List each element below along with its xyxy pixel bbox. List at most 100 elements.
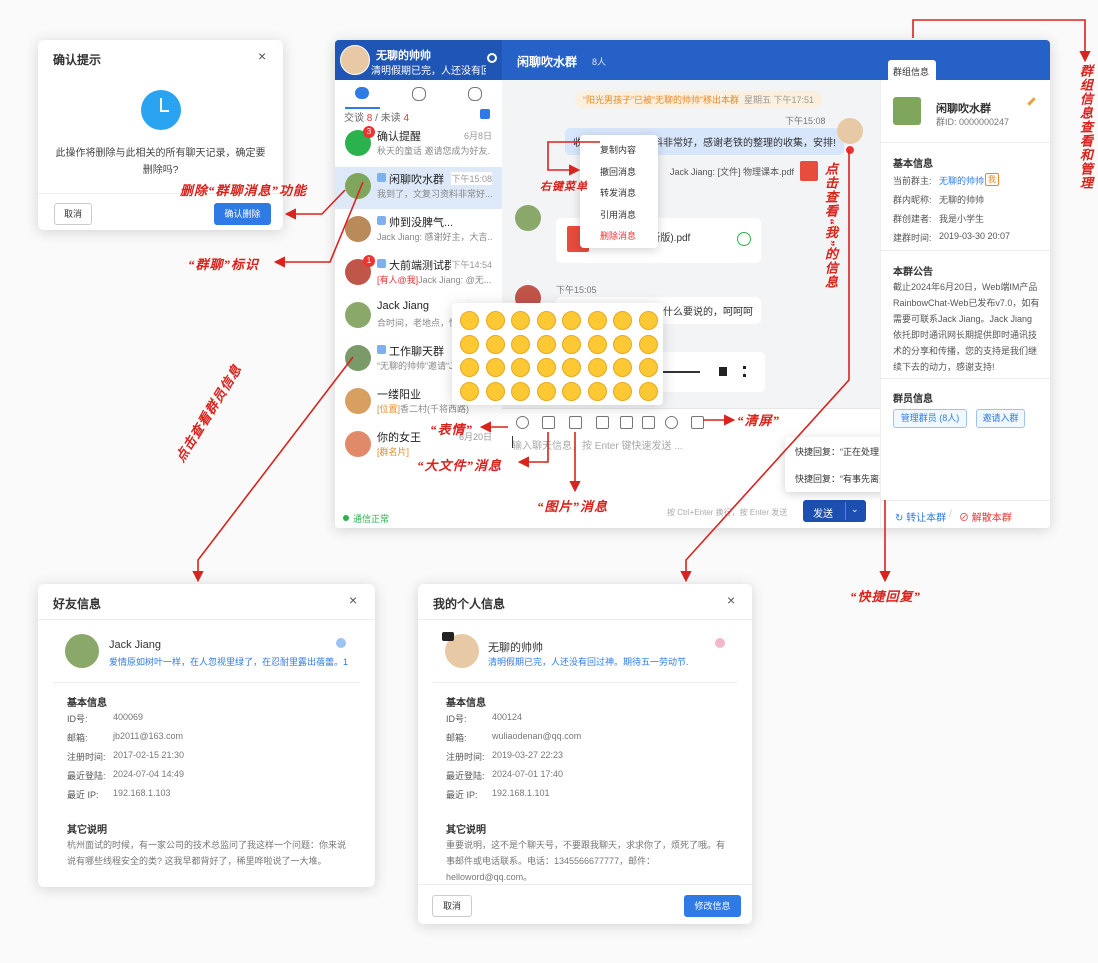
emoji[interactable] <box>613 334 632 354</box>
emoji[interactable] <box>638 311 658 330</box>
conversation-name: 大前端测试群 <box>389 260 455 272</box>
shape <box>680 150 850 583</box>
emoji[interactable] <box>536 381 556 401</box>
close-icon[interactable]: × <box>349 592 358 608</box>
add-icon[interactable] <box>480 109 490 119</box>
dismiss-link[interactable]: ⊘ 解散本群 <box>959 513 1012 524</box>
emoji[interactable] <box>485 358 505 377</box>
friend-avatar[interactable] <box>515 205 541 231</box>
emoji[interactable] <box>511 334 530 354</box>
cancel-button[interactable]: 取消 <box>432 895 472 917</box>
conversation-preview: 合时间，老地点，快... <box>377 316 492 329</box>
other-note: 重要说明，这不是个聊天号，不要跟我聊天，求求你了，烦死了哦。有事邮件或电话联系。… <box>446 840 726 882</box>
separator: / <box>949 509 952 520</box>
invite-button[interactable]: 邀请入群 <box>976 409 1025 428</box>
emoji[interactable] <box>485 334 505 354</box>
camera-icon[interactable] <box>442 632 454 641</box>
dialog-message: 此操作将删除与此相关的所有聊天记录，确定要删除吗? <box>55 148 266 176</box>
chat-tab-icon[interactable] <box>355 87 369 99</box>
my-avatar[interactable] <box>340 45 370 75</box>
group-avatar <box>893 97 921 125</box>
groups-tab-icon[interactable] <box>468 87 482 101</box>
transfer-link[interactable]: ↻ 转让本群 <box>895 513 947 524</box>
emoji[interactable] <box>587 381 607 401</box>
menu-item[interactable]: 撤回消息 <box>600 166 637 177</box>
emoji[interactable] <box>460 311 479 330</box>
toolbar-icon[interactable] <box>516 416 529 429</box>
conversation-time: 下午14:54 <box>451 258 492 271</box>
menu-item[interactable]: 删除消息 <box>600 231 637 241</box>
toolbar-icon[interactable] <box>620 416 633 429</box>
emoji[interactable] <box>485 311 505 330</box>
quick-reply[interactable]: 快捷回复：“正在处理紧急事情” <box>795 447 918 457</box>
confirm-button[interactable]: 确认删除 <box>214 203 271 225</box>
emoji[interactable] <box>638 381 658 401</box>
volume-icon <box>719 367 727 376</box>
toolbar-icon[interactable] <box>542 416 555 429</box>
menu-item[interactable]: 复制内容 <box>600 145 637 155</box>
dialog-title: 我的个人信息 <box>433 597 506 611</box>
contacts-tab-icon[interactable] <box>412 87 426 101</box>
manage-members-button[interactable]: 管理群员 (8人) <box>893 409 967 428</box>
my-avatar[interactable] <box>837 118 863 144</box>
toolbar-icon[interactable] <box>596 416 609 429</box>
toolbar-icon[interactable] <box>569 416 582 429</box>
emoji[interactable] <box>536 358 556 377</box>
quick-reply[interactable]: 快捷回复：“有事先离开一会儿” <box>795 474 918 484</box>
conversation-name: 一缕阳业 <box>377 389 421 401</box>
emoji[interactable] <box>460 381 479 401</box>
settings-icon[interactable] <box>487 53 497 63</box>
send-button[interactable]: 发送 <box>813 509 833 520</box>
info-label: 最近 IP: <box>67 790 99 800</box>
cancel-button[interactable]: 取消 <box>54 203 92 225</box>
info-value: 2019-03-30 20:07 <box>939 231 1011 241</box>
preview-text: Jack Jiang: @无... <box>418 275 492 285</box>
emoji[interactable] <box>485 381 505 401</box>
my-info-dialog: 我的个人信息 × 无聊的帅帅 清明假期已完，人还没有回过神。期待五一劳动节. 基… <box>418 584 752 924</box>
close-icon[interactable]: × <box>727 592 736 608</box>
info-label: 群创建者: <box>893 214 932 224</box>
conversation-name: 帅到没脾气... <box>389 217 454 229</box>
group-icon <box>377 216 386 225</box>
emoji[interactable] <box>536 334 556 354</box>
emoji[interactable] <box>613 358 632 377</box>
group-tab[interactable]: 群组信息 <box>893 67 930 77</box>
emoji[interactable] <box>562 311 581 330</box>
section-title: 基本信息 <box>446 698 486 709</box>
info-label: 当前群主: <box>893 176 932 186</box>
emoji[interactable] <box>460 334 479 354</box>
emoji[interactable] <box>511 381 530 401</box>
emoji[interactable] <box>613 311 632 330</box>
emoji[interactable] <box>536 311 556 330</box>
menu-item[interactable]: 引用消息 <box>600 209 637 220</box>
emoji[interactable] <box>562 358 581 377</box>
annotation: 群组信息查看和管理 <box>1078 64 1093 190</box>
info-value: 无聊的帅帅 <box>939 176 985 186</box>
toolbar-icon[interactable] <box>691 416 704 429</box>
send-button-bg <box>803 500 866 522</box>
input-placeholder[interactable]: 输入聊天信息，按 Enter 键快速发送 ... <box>512 441 683 452</box>
emoji[interactable] <box>638 358 658 377</box>
emoji[interactable] <box>511 311 530 330</box>
emoji[interactable] <box>587 334 607 354</box>
submit-button[interactable]: 修改信息 <box>684 895 741 917</box>
menu-item[interactable]: 转发消息 <box>600 188 637 198</box>
toolbar-icon[interactable] <box>665 416 678 429</box>
toolbar-icon[interactable] <box>642 416 655 429</box>
annotation: 删除“群聊消息”功能 <box>180 183 308 198</box>
emoji[interactable] <box>511 358 530 377</box>
emoji[interactable] <box>562 334 581 354</box>
pdf-icon <box>800 161 818 181</box>
dropdown-icon[interactable]: ⌄ <box>851 504 859 514</box>
download-icon[interactable] <box>737 232 751 246</box>
emoji[interactable] <box>587 311 607 330</box>
file-notice: Jack Jiang: [文件] 物理课本.pdf <box>670 167 795 177</box>
info-label: 邮箱: <box>446 733 467 743</box>
info-label: 群内昵称: <box>893 195 932 205</box>
emoji[interactable] <box>587 358 607 377</box>
emoji[interactable] <box>562 381 581 401</box>
emoji[interactable] <box>460 358 479 377</box>
emoji[interactable] <box>638 334 658 354</box>
emoji[interactable] <box>613 381 632 401</box>
close-icon[interactable]: × <box>258 48 267 64</box>
